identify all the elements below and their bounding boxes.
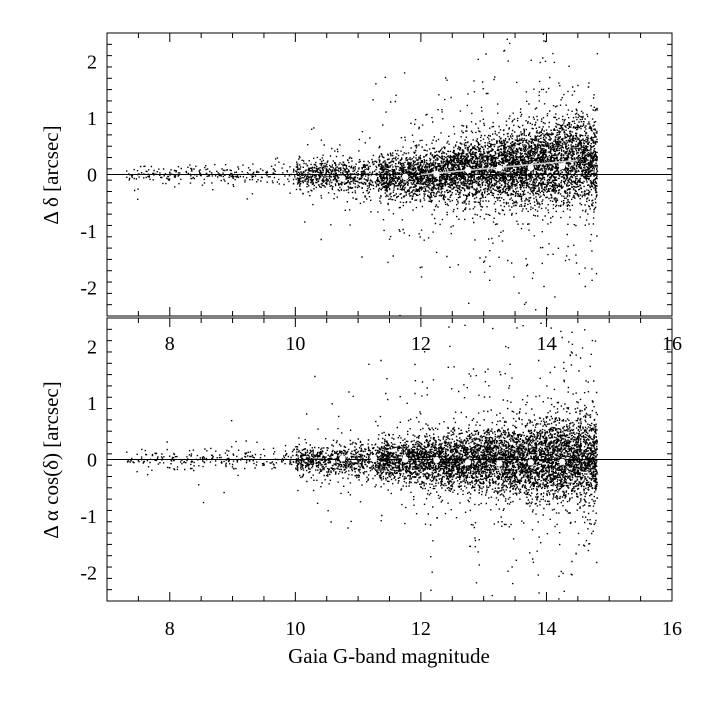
bottom-y-tick-label: -2: [80, 563, 97, 585]
top-x-tick-label: 14: [536, 333, 556, 355]
top-y-tick-label: 2: [87, 51, 97, 73]
bottom-x-tick-label: 16: [662, 618, 682, 640]
top-y-tick-label: -1: [80, 221, 97, 243]
bottom-y-tick-label: 0: [87, 450, 97, 472]
top-x-tick-label: 12: [411, 333, 431, 355]
top-binned-mean-point: [496, 165, 503, 172]
top-y-tick-label: -2: [80, 278, 97, 300]
bottom-binned-mean-point: [370, 455, 378, 463]
top-axis-ticks: [106, 32, 673, 317]
top-binned-means: [339, 162, 566, 182]
top-y-tick-label: 0: [87, 165, 97, 187]
top-binned-mean-point: [370, 174, 378, 182]
bottom-binned-mean-point: [558, 458, 566, 465]
top-binned-mean-point: [401, 173, 409, 180]
bottom-axis-ticks: [106, 317, 673, 602]
top-x-tick-label: 8: [165, 333, 175, 355]
bottom-binned-mean-point: [339, 455, 346, 462]
top-y-tick-labels: 2 1 0 -1 -2: [80, 51, 97, 299]
bottom-panel: 210-1-2 8 10 12 14 16 Δ α cos(δ) [arcsec] Ga…: [39, 317, 682, 668]
top-x-tick-label: 10: [285, 333, 305, 355]
bottom-binned-mean-point: [527, 459, 534, 466]
top-binned-mean-point: [339, 175, 346, 182]
bottom-binned-mean-point: [496, 460, 503, 467]
bottom-binned-mean-point: [464, 459, 472, 466]
bottom-y-tick-labels: 2 1 0 -1 -2: [80, 336, 97, 584]
bottom-x-tick-label: 14: [536, 618, 556, 640]
bottom-y-tick-label: -1: [80, 506, 97, 528]
bottom-binned-means: [339, 455, 566, 467]
top-y-axis-title: Δ δ [arcsec]: [39, 125, 63, 224]
bottom-binned-mean-point: [401, 456, 409, 463]
bottom-x-tick-label: 8: [165, 618, 175, 640]
top-binned-mean-point: [558, 162, 566, 170]
bottom-y-tick-label: 1: [87, 393, 97, 415]
top-y-tick-label: 1: [87, 108, 97, 130]
bottom-y-axis-title: Δ α cos(δ) [arcsec]: [39, 381, 63, 538]
top-binned-mean-point: [527, 164, 534, 171]
top-panel: 210-1-2 8 10 12 14 16 Δ δ [arcsec]: [39, 32, 682, 355]
bottom-y-tick-label: 2: [87, 336, 97, 358]
top-x-tick-labels: 8 10 12 14 16: [165, 333, 682, 355]
top-binned-mean-point: [464, 166, 472, 174]
bottom-binned-mean-point: [433, 456, 440, 464]
x-axis-title: Gaia G-band magnitude: [288, 644, 490, 668]
bottom-x-tick-label: 10: [285, 618, 305, 640]
bottom-x-tick-labels: 8 10 12 14 16: [165, 618, 682, 640]
bottom-x-tick-label: 12: [411, 618, 431, 640]
top-binned-mean-point: [433, 170, 440, 178]
